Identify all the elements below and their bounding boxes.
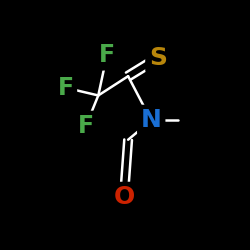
Text: N: N bbox=[141, 108, 162, 132]
Text: S: S bbox=[149, 46, 167, 70]
Text: F: F bbox=[78, 114, 94, 138]
Text: F: F bbox=[58, 76, 74, 100]
Text: O: O bbox=[114, 186, 135, 210]
Text: F: F bbox=[99, 43, 115, 67]
